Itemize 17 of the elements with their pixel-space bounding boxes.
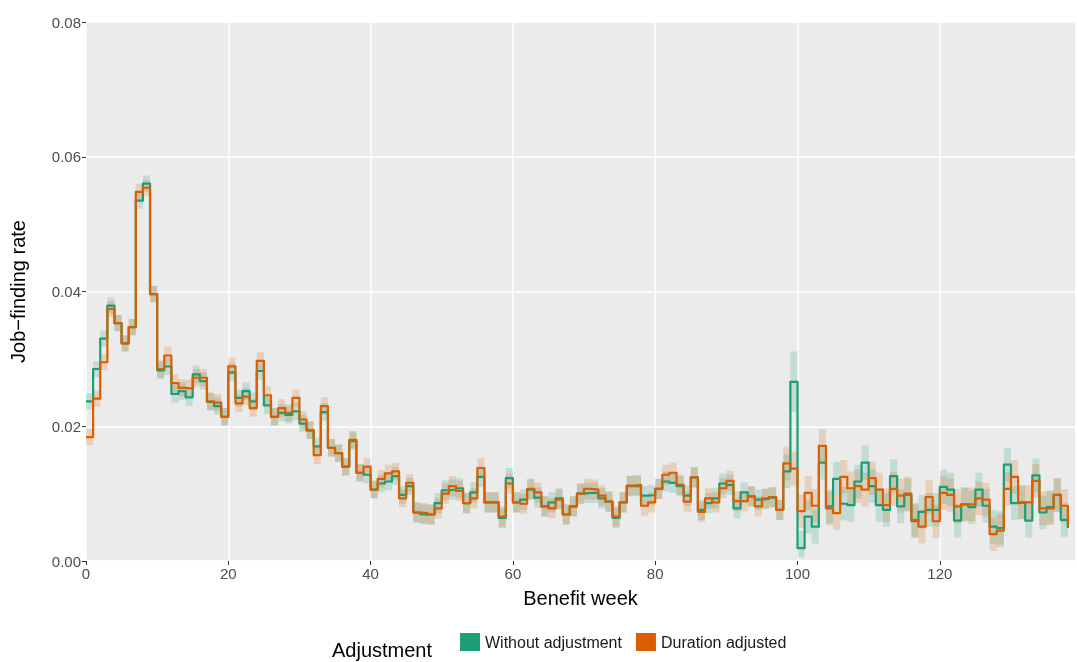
x-axis-title: Benefit week xyxy=(523,587,639,609)
x-tick-label: 60 xyxy=(504,565,522,582)
legend-title: Adjustment xyxy=(332,639,433,661)
x-tick-label: 40 xyxy=(362,565,379,582)
x-tick-label: 80 xyxy=(646,565,664,582)
legend-label: Without adjustment xyxy=(485,633,623,651)
y-tick-label: 0.04 xyxy=(51,283,81,300)
x-tick-label: 20 xyxy=(219,565,237,582)
x-tick-label: 120 xyxy=(927,565,953,582)
x-tick-label: 100 xyxy=(785,565,811,582)
y-tick-label: 0.08 xyxy=(51,13,81,31)
legend-label: Duration adjusted xyxy=(660,633,787,651)
y-tick-label: 0.02 xyxy=(51,417,81,435)
x-tick-label: 0 xyxy=(81,565,91,582)
y-tick-label: 0.06 xyxy=(51,148,81,166)
y-axis-title: Job−finding rate xyxy=(7,220,29,363)
y-tick-label: 0.00 xyxy=(51,552,81,570)
